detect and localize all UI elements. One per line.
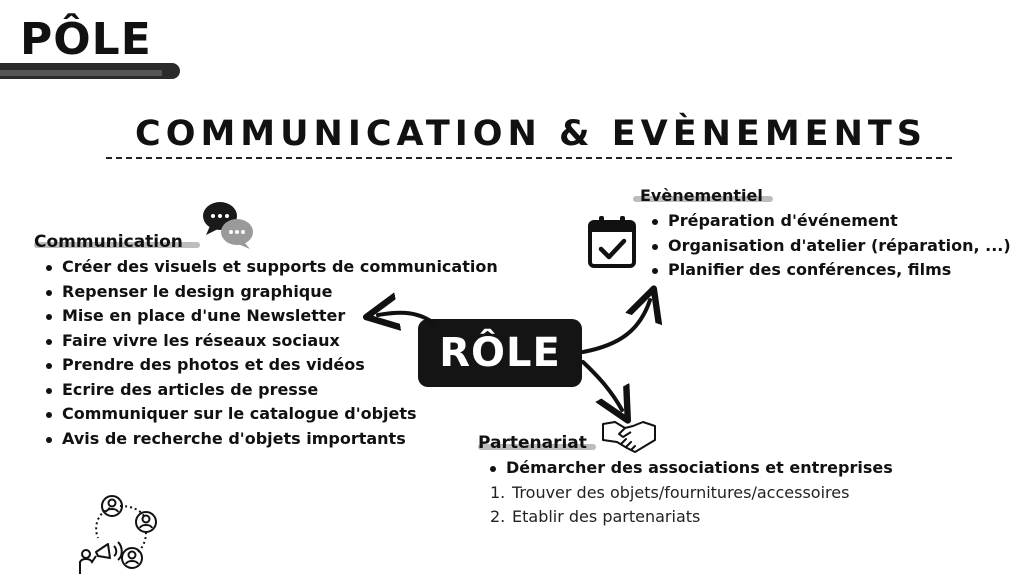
list-item: Démarcher des associations et entreprise… xyxy=(484,456,893,481)
list-text: Trouver des objets/fournitures/accessoir… xyxy=(512,483,850,502)
partenariat-highlight xyxy=(478,444,596,450)
partenariat-bullet-list: Démarcher des associations et entreprise… xyxy=(484,456,893,481)
partenariat-heading: Partenariat xyxy=(478,433,587,453)
list-text: Etablir des partenariats xyxy=(512,507,701,526)
evenementiel-highlight xyxy=(633,196,773,202)
main-title: COMMUNICATION & EVÈNEMENTS xyxy=(135,114,927,154)
list-number: 1. xyxy=(490,483,506,502)
calendar-check-icon xyxy=(588,216,636,268)
list-item: Faire vivre les réseaux sociaux xyxy=(40,329,498,354)
arrow-to-evenementiel xyxy=(581,300,650,354)
list-item: Planifier des conférences, films xyxy=(646,258,1011,283)
evenementiel-heading: Evènementiel xyxy=(640,186,763,205)
list-item: Repenser le design graphique xyxy=(40,280,498,305)
evenementiel-list: Préparation d'événement Organisation d'a… xyxy=(646,209,1011,283)
list-item: Créer des visuels et supports de communi… xyxy=(40,255,498,280)
list-item: 2. Etablir des partenariats xyxy=(490,505,849,529)
list-item: Avis de recherche d'objets importants xyxy=(40,427,498,452)
communication-highlight xyxy=(34,242,200,248)
list-item: Prendre des photos et des vidéos xyxy=(40,353,498,378)
handshake-icon xyxy=(602,421,656,453)
pole-title: PÔLE xyxy=(20,14,152,65)
network-megaphone-icon xyxy=(79,495,157,574)
communication-heading: Communication xyxy=(34,232,183,252)
list-number: 2. xyxy=(490,507,506,526)
list-item: Ecrire des articles de presse xyxy=(40,378,498,403)
list-item: Mise en place d'une Newsletter xyxy=(40,304,498,329)
list-item: Organisation d'atelier (réparation, ...) xyxy=(646,234,1011,259)
list-item: Communiquer sur le catalogue d'objets xyxy=(40,402,498,427)
role-bubble: RÔLE xyxy=(418,319,582,387)
communication-list: Créer des visuels et supports de communi… xyxy=(40,255,498,451)
arrow-to-communication xyxy=(378,313,434,322)
pole-underline-shadow xyxy=(0,70,162,76)
chat-bubbles-icon xyxy=(203,202,253,249)
partenariat-numbered-list: 1. Trouver des objets/fournitures/accesso… xyxy=(490,481,849,529)
arrow-to-partenariat xyxy=(581,360,622,410)
list-item: 1. Trouver des objets/fournitures/accesso… xyxy=(490,481,849,505)
title-dashed-rule xyxy=(106,157,952,159)
list-item: Préparation d'événement xyxy=(646,209,1011,234)
